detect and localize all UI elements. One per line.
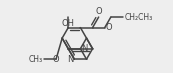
Text: O: O xyxy=(95,7,102,16)
Text: N: N xyxy=(67,55,74,64)
Text: CH₂CH₃: CH₂CH₃ xyxy=(124,13,152,22)
Text: OH: OH xyxy=(62,19,75,28)
Text: O: O xyxy=(53,55,59,64)
Text: N: N xyxy=(81,44,88,53)
Text: O: O xyxy=(106,23,112,32)
Text: CH₃: CH₃ xyxy=(29,55,43,64)
